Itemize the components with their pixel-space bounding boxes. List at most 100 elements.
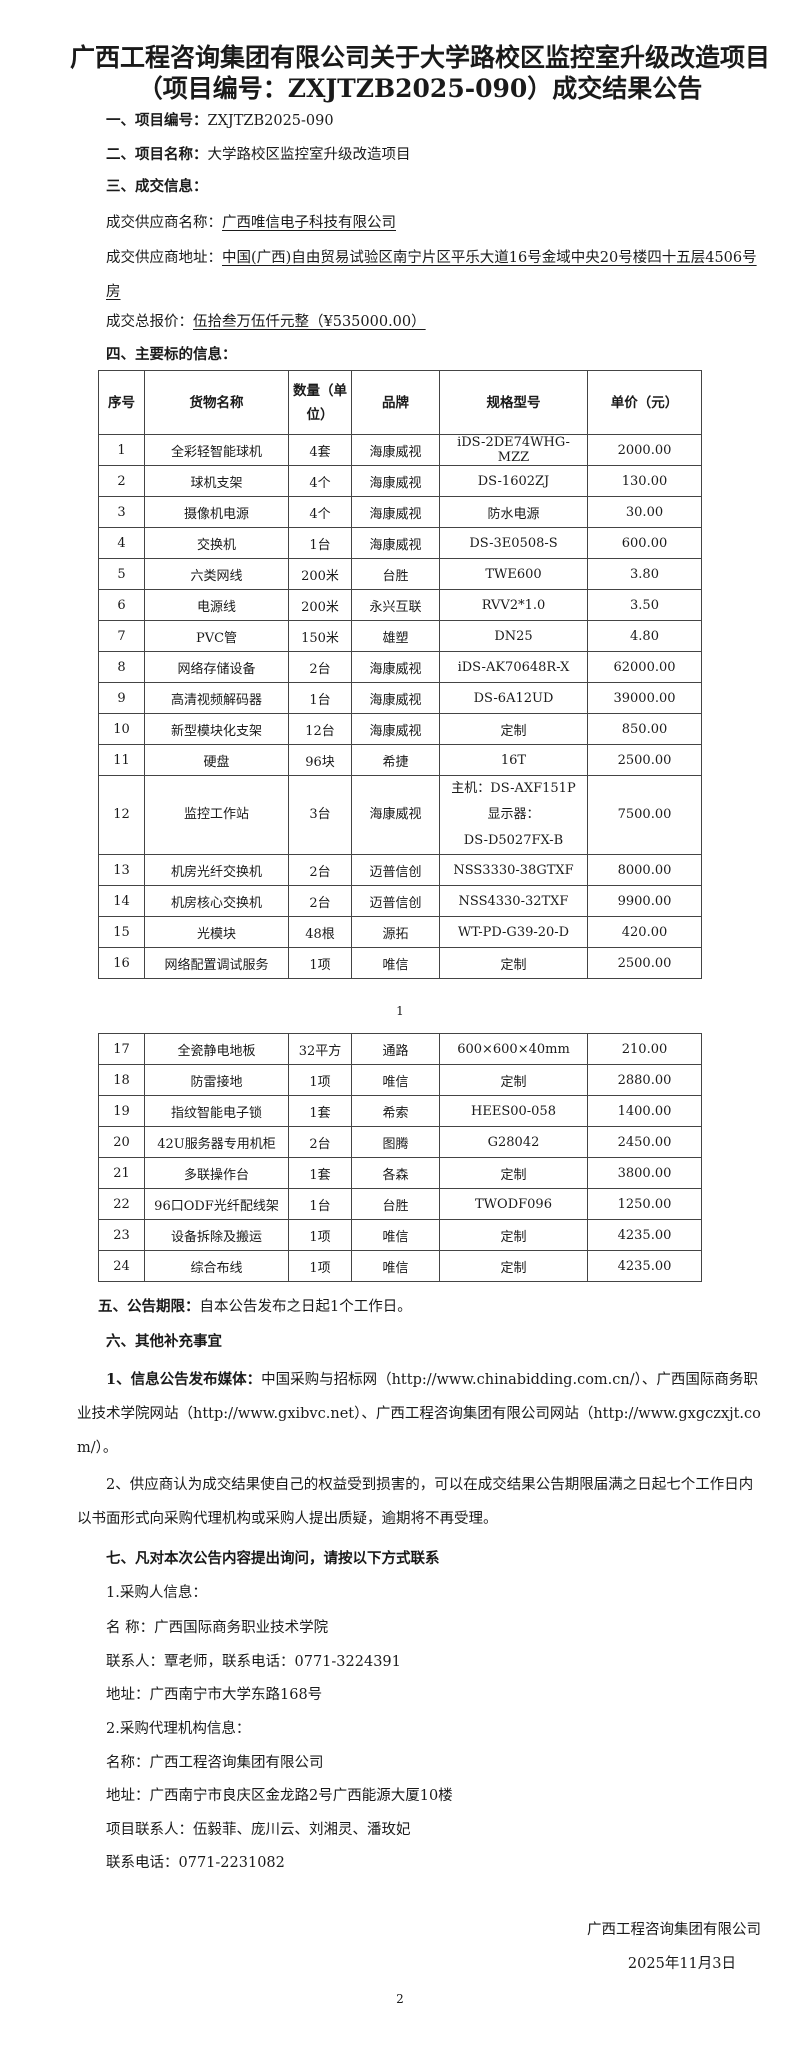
supplier-address-value: 中国(广西)自由贸易试验区南宁片区平乐大道16号金域中央20号楼四十五层4506… <box>106 250 757 300</box>
cell-quantity: 1项 <box>288 1219 352 1251</box>
supplier-address: 成交供应商地址：中国(广西)自由贸易试验区南宁片区平乐大道16号金域中央20号楼… <box>77 241 761 309</box>
table-row: 1 全彩轻智能球机 4套 海康威视 iDS-2DE74WHG-MZZ 2000.00 <box>98 434 702 466</box>
cell-model: 定制 <box>439 1250 588 1282</box>
table-row: 6 电源线 200米 永兴互联 RVV2*1.0 3.50 <box>98 589 702 621</box>
complaint-notice: 2、供应商认为成交结果使自己的权益受到损害的，可以在成交结果公告期限届满之日起七… <box>77 1477 754 1527</box>
cell-brand: 希索 <box>351 1095 440 1127</box>
publication-media-text: 中国采购与招标网（http://www.chinabidding.com.cn/… <box>77 1372 761 1456</box>
publication-media-label: 1、信息公告发布媒体： <box>106 1371 262 1388</box>
table-row: 7 PVC管 150米 雄塑 DN25 4.80 <box>98 620 702 652</box>
cell-model: TWE600 <box>439 558 588 590</box>
cell-model: RVV2*1.0 <box>439 589 588 621</box>
announcement-period: 五、公告期限：自本公告发布之日起1个工作日。 <box>98 1290 782 1324</box>
cell-quantity: 96块 <box>288 744 352 776</box>
cell-quantity: 2台 <box>288 854 352 886</box>
cell-goods-name: 多联操作台 <box>144 1157 289 1189</box>
cell-unit-price: 2500.00 <box>587 744 702 776</box>
cell-brand: 雄塑 <box>351 620 440 652</box>
cell-index: 6 <box>98 589 145 621</box>
cell-brand: 海康威视 <box>351 527 440 559</box>
publication-media: 1、信息公告发布媒体：中国采购与招标网（http://www.chinabidd… <box>77 1363 761 1465</box>
cell-unit-price: 7500.00 <box>587 775 702 855</box>
project-number-value: ZXJTZB2025-090 <box>207 113 334 129</box>
table-row: 13 机房光纤交换机 2台 迈普信创 NSS3330-38GTXF 8000.00 <box>98 854 702 886</box>
table-row: 17 全瓷静电地板 32平方 通路 600×600×40mm 210.00 <box>98 1033 702 1065</box>
agency-address: 地址：广西南宁市良庆区金龙路2号广西能源大厦10楼 <box>106 1788 453 1804</box>
cell-unit-price: 8000.00 <box>587 854 702 886</box>
cell-model: DS-1602ZJ <box>439 465 588 497</box>
cell-brand: 台胜 <box>351 558 440 590</box>
table-row: 2 球机支架 4个 海康威视 DS-1602ZJ 130.00 <box>98 465 702 497</box>
table-row: 11 硬盘 96块 希捷 16T 2500.00 <box>98 744 702 776</box>
table-row: 15 光模块 48根 源拓 WT-PD-G39-20-D 420.00 <box>98 916 702 948</box>
cell-unit-price: 850.00 <box>587 713 702 745</box>
cell-model: 防水电源 <box>439 496 588 528</box>
announcement-period-value: 自本公告发布之日起1个工作日。 <box>199 1299 412 1315</box>
cell-index: 2 <box>98 465 145 497</box>
cell-unit-price: 2500.00 <box>587 947 702 979</box>
header-goods-name: 货物名称 <box>144 370 289 435</box>
cell-brand: 各森 <box>351 1157 440 1189</box>
cell-quantity: 1项 <box>288 1250 352 1282</box>
cell-index: 22 <box>98 1188 145 1220</box>
cell-index: 7 <box>98 620 145 652</box>
purchaser-name: 名 称：广西国际商务职业技术学院 <box>106 1620 329 1636</box>
cell-index: 10 <box>98 713 145 745</box>
table-row: 4 交换机 1台 海康威视 DS-3E0508-S 600.00 <box>98 527 702 559</box>
cell-goods-name: 网络存储设备 <box>144 651 289 683</box>
signature-date: 2025年11月3日 <box>627 1956 736 1972</box>
cell-goods-name: 42U服务器专用机柜 <box>144 1126 289 1158</box>
cell-goods-name: 指纹智能电子锁 <box>144 1095 289 1127</box>
cell-index: 5 <box>98 558 145 590</box>
total-price-value: 伍拾叁万伍仟元整（¥535000.00） <box>193 314 426 330</box>
cell-goods-name: 六类网线 <box>144 558 289 590</box>
cell-goods-name: 球机支架 <box>144 465 289 497</box>
deal-info-heading: 三、成交信息： <box>106 178 208 195</box>
table-row: 21 多联操作台 1套 各森 定制 3800.00 <box>98 1157 702 1189</box>
cell-quantity: 200米 <box>288 558 352 590</box>
cell-quantity: 32平方 <box>288 1033 352 1065</box>
table-row: 18 防雷接地 1项 唯信 定制 2880.00 <box>98 1064 702 1096</box>
cell-model: HEES00-058 <box>439 1095 588 1127</box>
cell-unit-price: 4235.00 <box>587 1219 702 1251</box>
cell-brand: 海康威视 <box>351 434 440 466</box>
total-price: 成交总报价：伍拾叁万伍仟元整（¥535000.00） <box>77 305 761 339</box>
cell-brand: 源拓 <box>351 916 440 948</box>
cell-goods-name: 网络配置调试服务 <box>144 947 289 979</box>
cell-unit-price: 2450.00 <box>587 1126 702 1158</box>
cell-goods-name: 防雷接地 <box>144 1064 289 1096</box>
cell-goods-name: 高清视频解码器 <box>144 682 289 714</box>
cell-unit-price: 4235.00 <box>587 1250 702 1282</box>
cell-brand: 海康威视 <box>351 651 440 683</box>
project-name-value: 大学路校区监控室升级改造项目 <box>207 147 411 163</box>
cell-quantity: 12台 <box>288 713 352 745</box>
cell-goods-name: 机房核心交换机 <box>144 885 289 917</box>
supplier-name-label: 成交供应商名称： <box>106 215 222 231</box>
cell-unit-price: 210.00 <box>587 1033 702 1065</box>
agency-heading: 2.采购代理机构信息： <box>106 1721 251 1737</box>
cell-goods-name: 监控工作站 <box>144 775 289 855</box>
cell-index: 24 <box>98 1250 145 1282</box>
announcement-period-label: 五、公告期限： <box>98 1298 200 1315</box>
other-matters-heading: 六、其他补充事宜 <box>106 1333 222 1350</box>
cell-index: 17 <box>98 1033 145 1065</box>
cell-index: 1 <box>98 434 145 466</box>
cell-quantity: 48根 <box>288 916 352 948</box>
supplier-address-label: 成交供应商地址： <box>106 250 222 266</box>
header-brand: 品牌 <box>351 370 440 435</box>
cell-unit-price: 9900.00 <box>587 885 702 917</box>
cell-brand: 唯信 <box>351 947 440 979</box>
cell-model: NSS3330-38GTXF <box>439 854 588 886</box>
total-price-label: 成交总报价： <box>106 314 193 330</box>
cell-model: 主机：DS-AXF151P 显示器： DS-D5027FX-B <box>439 775 588 855</box>
table-row: 8 网络存储设备 2台 海康威视 iDS-AK70648R-X 62000.00 <box>98 651 702 683</box>
cell-brand: 海康威视 <box>351 496 440 528</box>
cell-model: 定制 <box>439 1064 588 1096</box>
table-row: 9 高清视频解码器 1台 海康威视 DS-6A12UD 39000.00 <box>98 682 702 714</box>
cell-index: 11 <box>98 744 145 776</box>
cell-model: 16T <box>439 744 588 776</box>
cell-goods-name: 电源线 <box>144 589 289 621</box>
cell-index: 20 <box>98 1126 145 1158</box>
cell-index: 15 <box>98 916 145 948</box>
cell-index: 3 <box>98 496 145 528</box>
